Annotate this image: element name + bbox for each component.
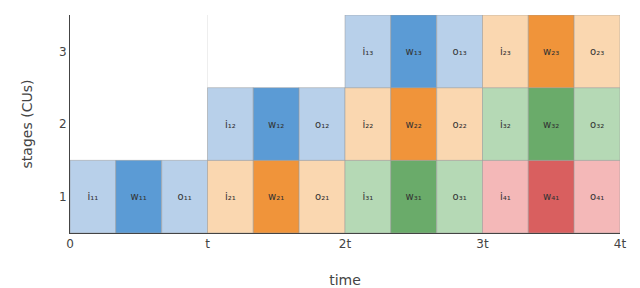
svg-text:3t: 3t <box>476 237 489 251</box>
svg-text:i₂₂: i₂₂ <box>362 119 373 130</box>
svg-text:2: 2 <box>59 117 67 131</box>
svg-text:stages (CUs): stages (CUs) <box>19 80 35 169</box>
svg-text:w₃₁: w₃₁ <box>406 191 422 202</box>
svg-text:o₂₁: o₂₁ <box>315 191 329 202</box>
svg-text:o₂₃: o₂₃ <box>590 46 604 57</box>
svg-text:w₂₂: w₂₂ <box>406 119 422 130</box>
svg-text:w₁₃: w₁₃ <box>406 46 422 57</box>
svg-text:o₃₁: o₃₁ <box>453 191 467 202</box>
svg-text:i₃₁: i₃₁ <box>362 191 373 202</box>
svg-text:w₁₂: w₁₂ <box>268 119 284 130</box>
svg-text:w₃₂: w₃₂ <box>543 119 559 130</box>
svg-text:o₂₂: o₂₂ <box>453 119 467 130</box>
svg-text:t: t <box>205 237 210 251</box>
svg-text:o₄₁: o₄₁ <box>590 191 604 202</box>
svg-text:w₂₃: w₂₃ <box>543 46 559 57</box>
svg-text:i₂₁: i₂₁ <box>225 191 236 202</box>
svg-text:w₂₁: w₂₁ <box>268 191 284 202</box>
svg-text:2t: 2t <box>339 237 352 251</box>
svg-text:o₁₃: o₁₃ <box>453 46 467 57</box>
svg-text:0: 0 <box>66 237 74 251</box>
svg-text:time: time <box>329 272 361 288</box>
svg-text:w₄₁: w₄₁ <box>543 191 559 202</box>
svg-text:i₁₁: i₁₁ <box>87 191 98 202</box>
svg-text:o₃₂: o₃₂ <box>590 119 604 130</box>
svg-text:i₂₃: i₂₃ <box>500 46 511 57</box>
svg-text:i₄₁: i₄₁ <box>500 191 511 202</box>
svg-text:4t: 4t <box>614 237 627 251</box>
svg-text:i₃₂: i₃₂ <box>500 119 511 130</box>
svg-text:i₁₃: i₁₃ <box>362 46 373 57</box>
svg-text:w₁₁: w₁₁ <box>131 191 147 202</box>
svg-text:i₁₂: i₁₂ <box>225 119 236 130</box>
svg-text:o₁₁: o₁₁ <box>178 191 192 202</box>
svg-text:3: 3 <box>59 45 67 59</box>
svg-text:1: 1 <box>59 190 67 204</box>
svg-text:o₁₂: o₁₂ <box>315 119 329 130</box>
